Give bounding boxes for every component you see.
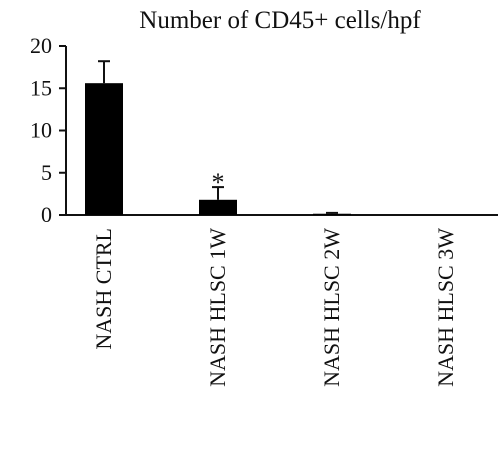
y-tick-label: 5 (41, 160, 52, 185)
y-tick-label: 10 (30, 118, 52, 143)
y-axis-ticks: 0 5 10 15 20 (30, 33, 66, 227)
y-tick-label: 15 (30, 75, 52, 100)
x-category-label: NASH HLSC 2W (319, 228, 344, 387)
bars (85, 83, 351, 216)
x-category-label: NASH HLSC 1W (205, 228, 230, 387)
error-bars (98, 60, 338, 214)
axes (65, 46, 498, 216)
y-tick-label: 0 (41, 202, 52, 227)
x-category-label: NASH CTRL (91, 228, 116, 350)
chart-title: Number of CD45+ cells/hpf (139, 7, 421, 34)
bar (199, 199, 237, 215)
x-category-label: NASH HLSC 3W (433, 228, 458, 387)
y-tick-label: 20 (30, 33, 52, 58)
bar (85, 83, 123, 216)
x-axis-categories: NASH CTRL NASH HLSC 1W NASH HLSC 2W NASH HL… (91, 228, 458, 387)
annotations: * (212, 168, 225, 197)
significance-marker: * (212, 168, 225, 197)
bar (313, 213, 351, 215)
